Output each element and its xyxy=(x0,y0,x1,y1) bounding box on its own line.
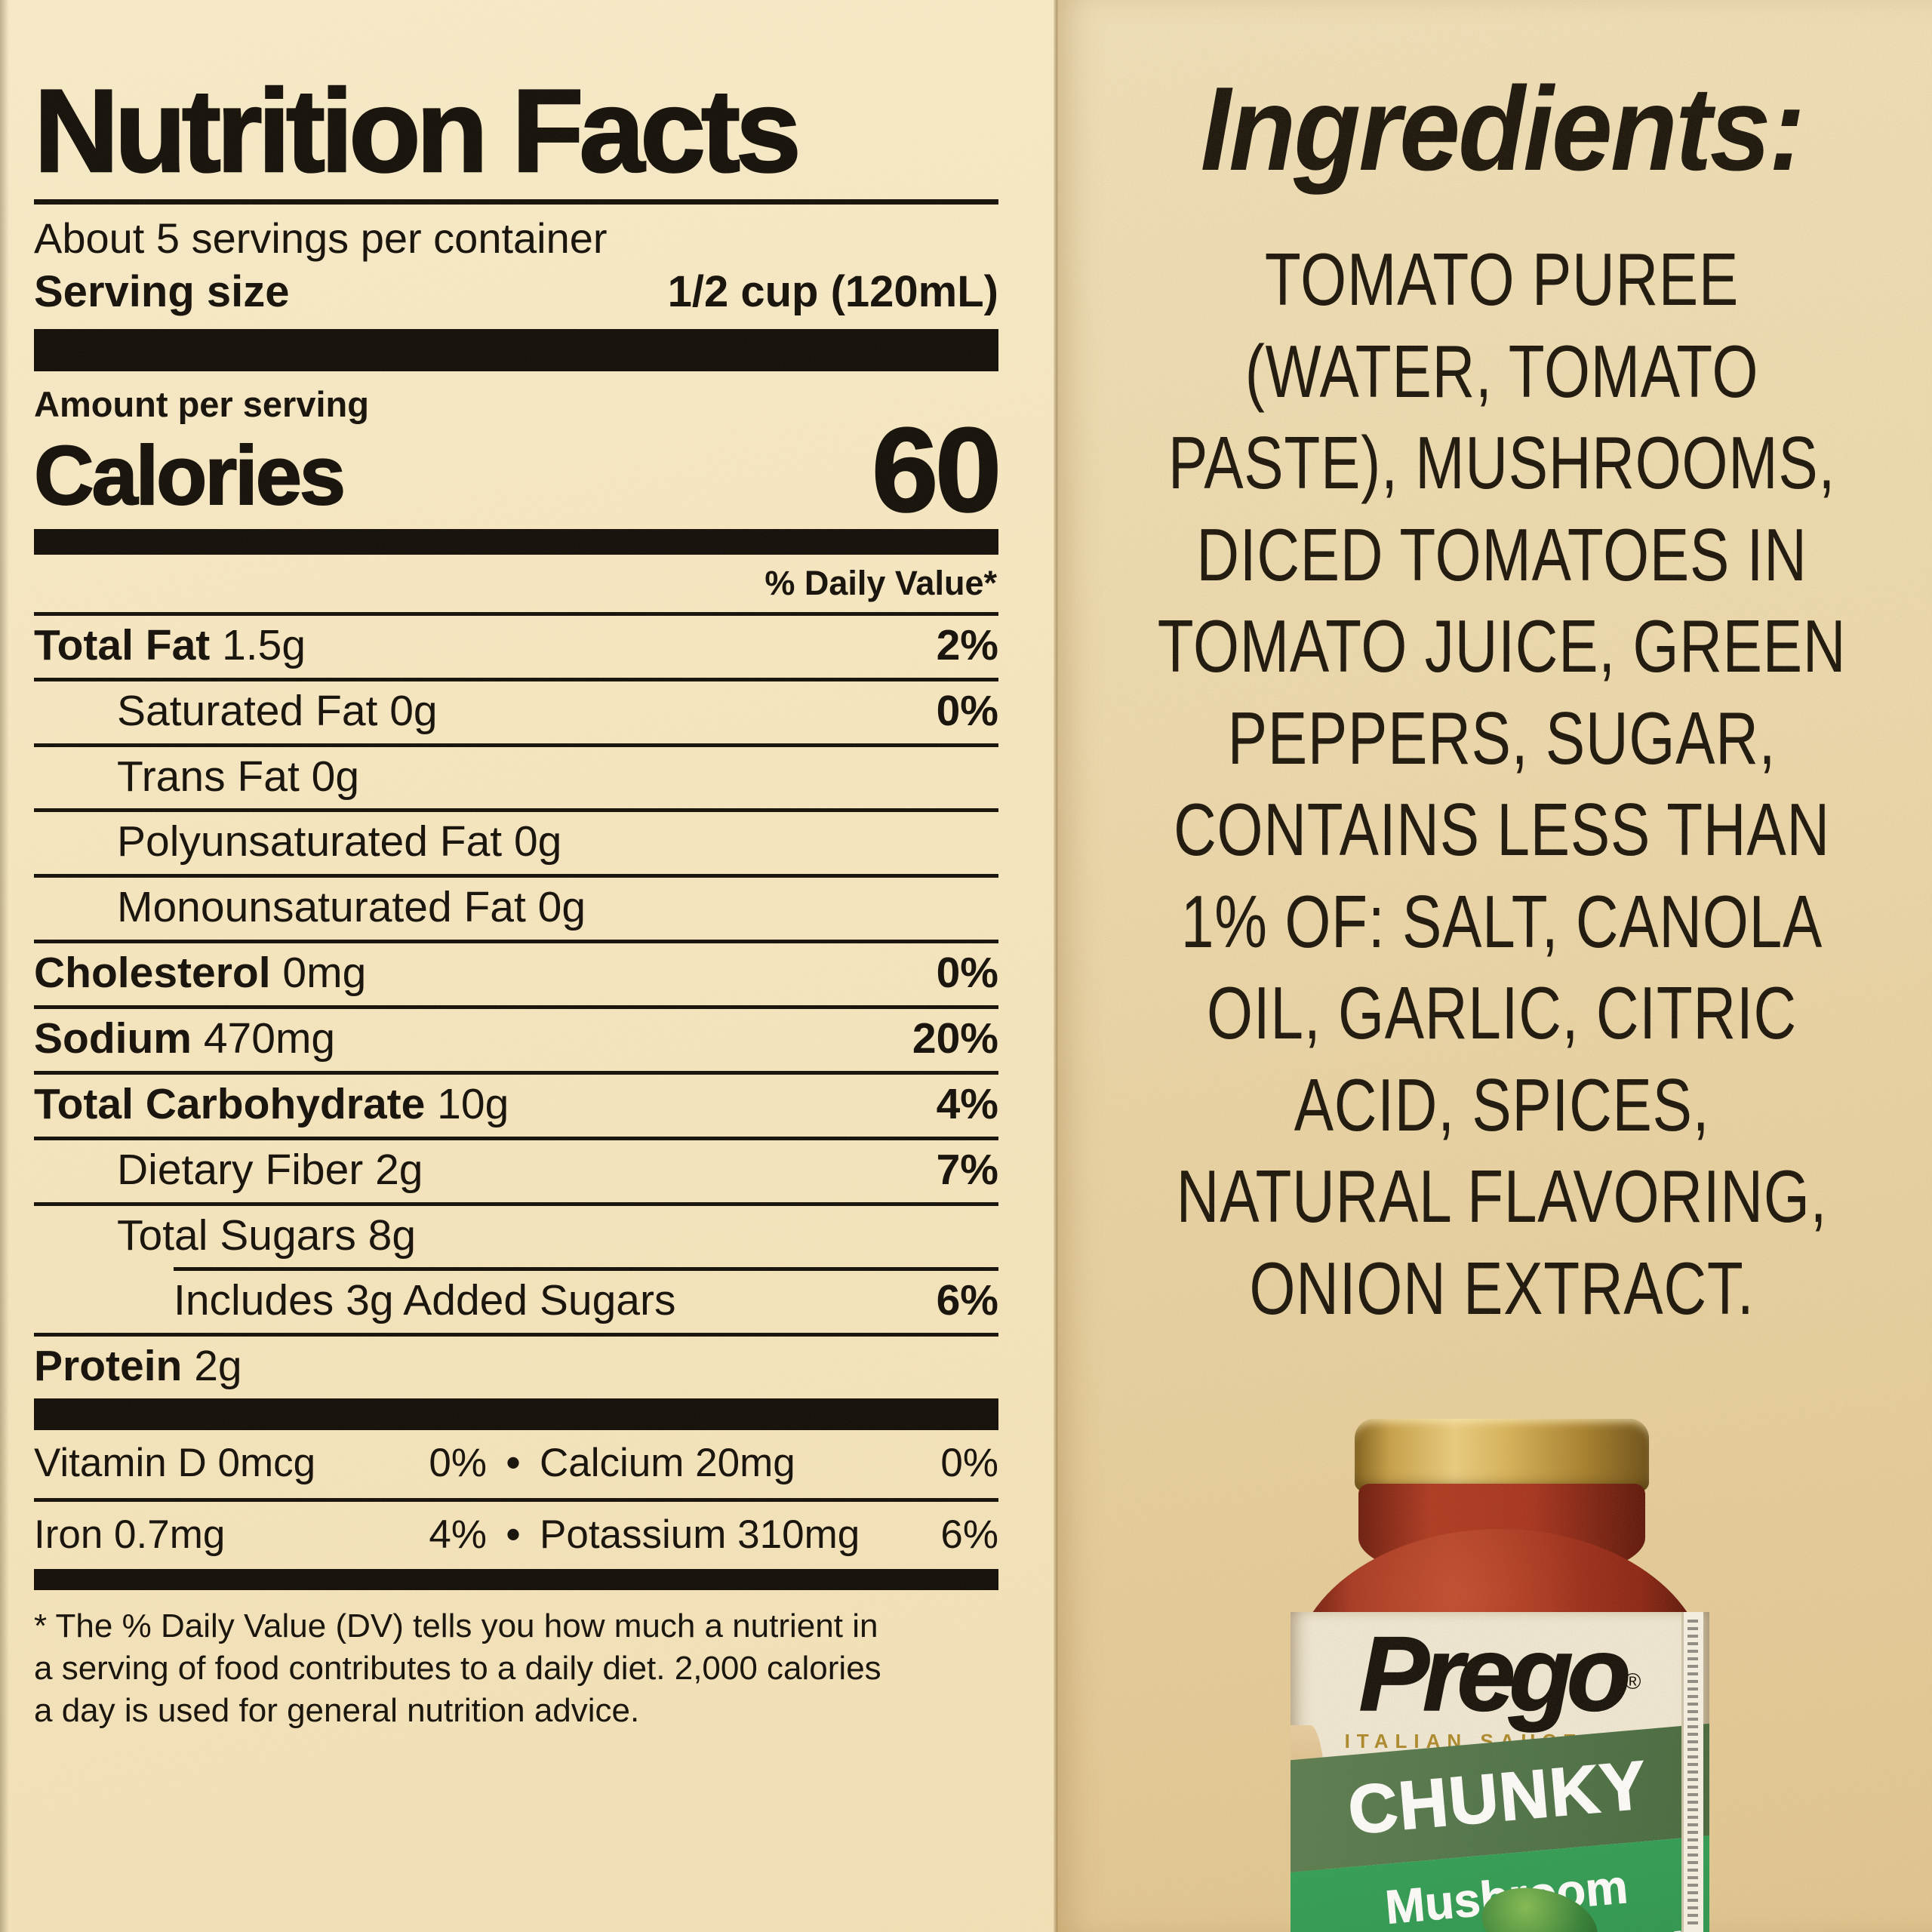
label-fold-seam xyxy=(1054,0,1058,1932)
nutrient-row-sodium: Sodium 470mg 20% xyxy=(34,1005,998,1071)
nutrient-percent: 0% xyxy=(936,949,998,998)
nutrient-name: Monounsaturated Fat 0g xyxy=(117,883,586,932)
ingredient-line: TOMATO PUREE xyxy=(1264,238,1740,321)
nutrient-percent: 7% xyxy=(936,1145,998,1194)
nutrient-name: Saturated Fat 0g xyxy=(117,686,438,735)
nutrient-name: Total Carbohydrate 10g xyxy=(34,1079,509,1128)
nutrient-percent: 6% xyxy=(936,1276,998,1325)
ingredients-heading: Ingredients: xyxy=(1200,63,1805,195)
divider-thick-bar xyxy=(34,1398,998,1431)
ingredient-line: ACID, SPICES, xyxy=(1294,1063,1710,1146)
daily-value-footnote: * The % Daily Value (DV) tells you how m… xyxy=(34,1605,998,1732)
label-left-edge-shadow xyxy=(0,0,9,1932)
ingredient-line: PASTE), MUSHROOMS, xyxy=(1168,421,1836,505)
calories-label: Calories xyxy=(33,429,346,523)
vitamin-name: Calcium 20mg xyxy=(540,1441,795,1486)
jar-brand-row: Prego® xyxy=(1291,1620,1709,1727)
nutrient-row-total-carbohydrate: Total Carbohydrate 10g 4% xyxy=(34,1070,998,1137)
footnote-line: a day is used for general nutrition advi… xyxy=(34,1692,640,1730)
vitamin-name: Iron 0.7mg xyxy=(34,1512,226,1557)
calories-value: 60 xyxy=(871,404,1002,537)
nutrient-row-cholesterol: Cholesterol 0mg 0% xyxy=(34,940,998,1005)
nutrient-name: Dietary Fiber 2g xyxy=(117,1145,423,1194)
nutrient-row-dietary-fiber: Dietary Fiber 2g 7% xyxy=(34,1136,998,1202)
nutrient-name: Trans Fat 0g xyxy=(117,752,360,801)
nutrient-row-added-sugars: Includes 3g Added Sugars 6% xyxy=(174,1267,998,1333)
divider-medium-bar xyxy=(34,528,998,555)
ingredients-panel: Ingredients: TOMATO PUREE (WATER, TOMATO… xyxy=(1097,69,1906,1334)
ingredient-line: ONION EXTRACT. xyxy=(1249,1246,1755,1330)
servings-per-container: About 5 servings per container xyxy=(34,214,608,262)
jar-side-nutrition-strip xyxy=(1681,1612,1703,1932)
nutrient-name: Total Fat 1.5g xyxy=(34,620,306,669)
divider-thick-bar xyxy=(34,329,998,372)
divider-thick-bar xyxy=(34,1569,998,1591)
registered-trademark-icon: ® xyxy=(1624,1669,1641,1694)
nutrient-row-monounsaturated-fat: Monounsaturated Fat 0g xyxy=(34,874,998,940)
vitamin-percent: 0% xyxy=(429,1441,487,1486)
jar-variety-name: CHUNKY xyxy=(1345,1746,1651,1849)
footnote-line: a serving of food contributes to a daily… xyxy=(34,1650,881,1687)
nutrient-row-total-fat: Total Fat 1.5g 2% xyxy=(34,611,998,678)
serving-size-label: Serving size xyxy=(34,266,290,316)
product-jar: Prego Prego Prego® ITALIAN SAUCE CHUNKY … xyxy=(1283,1417,1717,1932)
vitamin-row-1: Vitamin D 0mcg 0% • Calcium 20mg 0% xyxy=(34,1430,998,1498)
jar-gold-lid xyxy=(1355,1419,1649,1491)
ingredients-list: TOMATO PUREE (WATER, TOMATO PASTE), MUSH… xyxy=(1097,234,1906,1334)
nutrient-row-polyunsaturated-fat: Polyunsaturated Fat 0g xyxy=(34,808,998,874)
vitamin-name: Vitamin D 0mcg xyxy=(34,1441,316,1486)
nutrition-facts-title: Nutrition Facts xyxy=(33,72,998,205)
nutrient-row-total-sugars: Total Sugars 8g xyxy=(34,1201,998,1268)
ingredient-line: CONTAINS LESS THAN xyxy=(1174,788,1830,872)
jar-front-label: Prego® ITALIAN SAUCE CHUNKY Mushroom & G… xyxy=(1291,1612,1709,1932)
vitamin-percent: 0% xyxy=(940,1441,998,1486)
vitamin-percent: 6% xyxy=(940,1512,998,1557)
nutrition-facts-panel: Nutrition Facts About 5 servings per con… xyxy=(33,72,1002,1732)
nutrient-percent: 20% xyxy=(912,1014,998,1063)
nutrient-name: Sodium 470mg xyxy=(34,1014,336,1063)
daily-value-header: % Daily Value* xyxy=(764,563,997,602)
nutrient-row-protein: Protein 2g xyxy=(34,1333,998,1398)
ingredient-line: TOMATO JUICE, GREEN xyxy=(1157,605,1847,688)
nutrient-name: Polyunsaturated Fat 0g xyxy=(117,817,562,866)
nutrient-name: Protein 2g xyxy=(34,1342,242,1391)
serving-size-value: 1/2 cup (120mL) xyxy=(667,266,998,316)
nutrient-name: Cholesterol 0mg xyxy=(34,949,367,998)
footnote-line: * The % Daily Value (DV) tells you how m… xyxy=(34,1607,878,1645)
nutrient-row-trans-fat: Trans Fat 0g xyxy=(34,743,998,809)
vitamin-name: Potassium 310mg xyxy=(540,1512,860,1557)
vitamin-cell: Calcium 20mg 0% xyxy=(540,1442,998,1484)
nutrient-percent: 4% xyxy=(936,1079,998,1128)
bullet-separator: • xyxy=(506,1441,521,1486)
nutrient-row-saturated-fat: Saturated Fat 0g 0% xyxy=(34,677,998,743)
serving-size-row: Serving size 1/2 cup (120mL) xyxy=(34,266,998,316)
nutrient-percent: 2% xyxy=(936,620,998,669)
ingredient-line: PEPPERS, SUGAR, xyxy=(1227,696,1777,780)
vitamin-percent: 4% xyxy=(429,1512,487,1557)
vitamin-row-2: Iron 0.7mg 4% • Potassium 310mg 6% xyxy=(34,1497,998,1570)
ingredient-line: DICED TOMATOES IN xyxy=(1196,512,1807,596)
vitamin-cell: Vitamin D 0mcg 0% xyxy=(34,1442,487,1484)
ingredient-line: 1% OF: SALT, CANOLA xyxy=(1180,879,1823,963)
jar-brand-logo: Prego xyxy=(1358,1614,1632,1733)
ingredient-line: (WATER, TOMATO xyxy=(1244,329,1759,413)
vitamin-cell: Iron 0.7mg 4% xyxy=(34,1514,487,1556)
bullet-separator: • xyxy=(506,1512,521,1557)
nutrient-name: Includes 3g Added Sugars xyxy=(174,1276,676,1325)
vitamin-cell: Potassium 310mg 6% xyxy=(540,1514,998,1556)
nutrient-percent: 0% xyxy=(936,686,998,735)
amount-per-serving-label: Amount per serving xyxy=(34,384,369,425)
nutrient-name: Total Sugars 8g xyxy=(117,1211,417,1260)
ingredient-line: NATURAL FLAVORING, xyxy=(1176,1155,1828,1238)
ingredient-line: OIL, GARLIC, CITRIC xyxy=(1207,971,1797,1055)
calories-row: Calories 60 xyxy=(33,404,1002,537)
